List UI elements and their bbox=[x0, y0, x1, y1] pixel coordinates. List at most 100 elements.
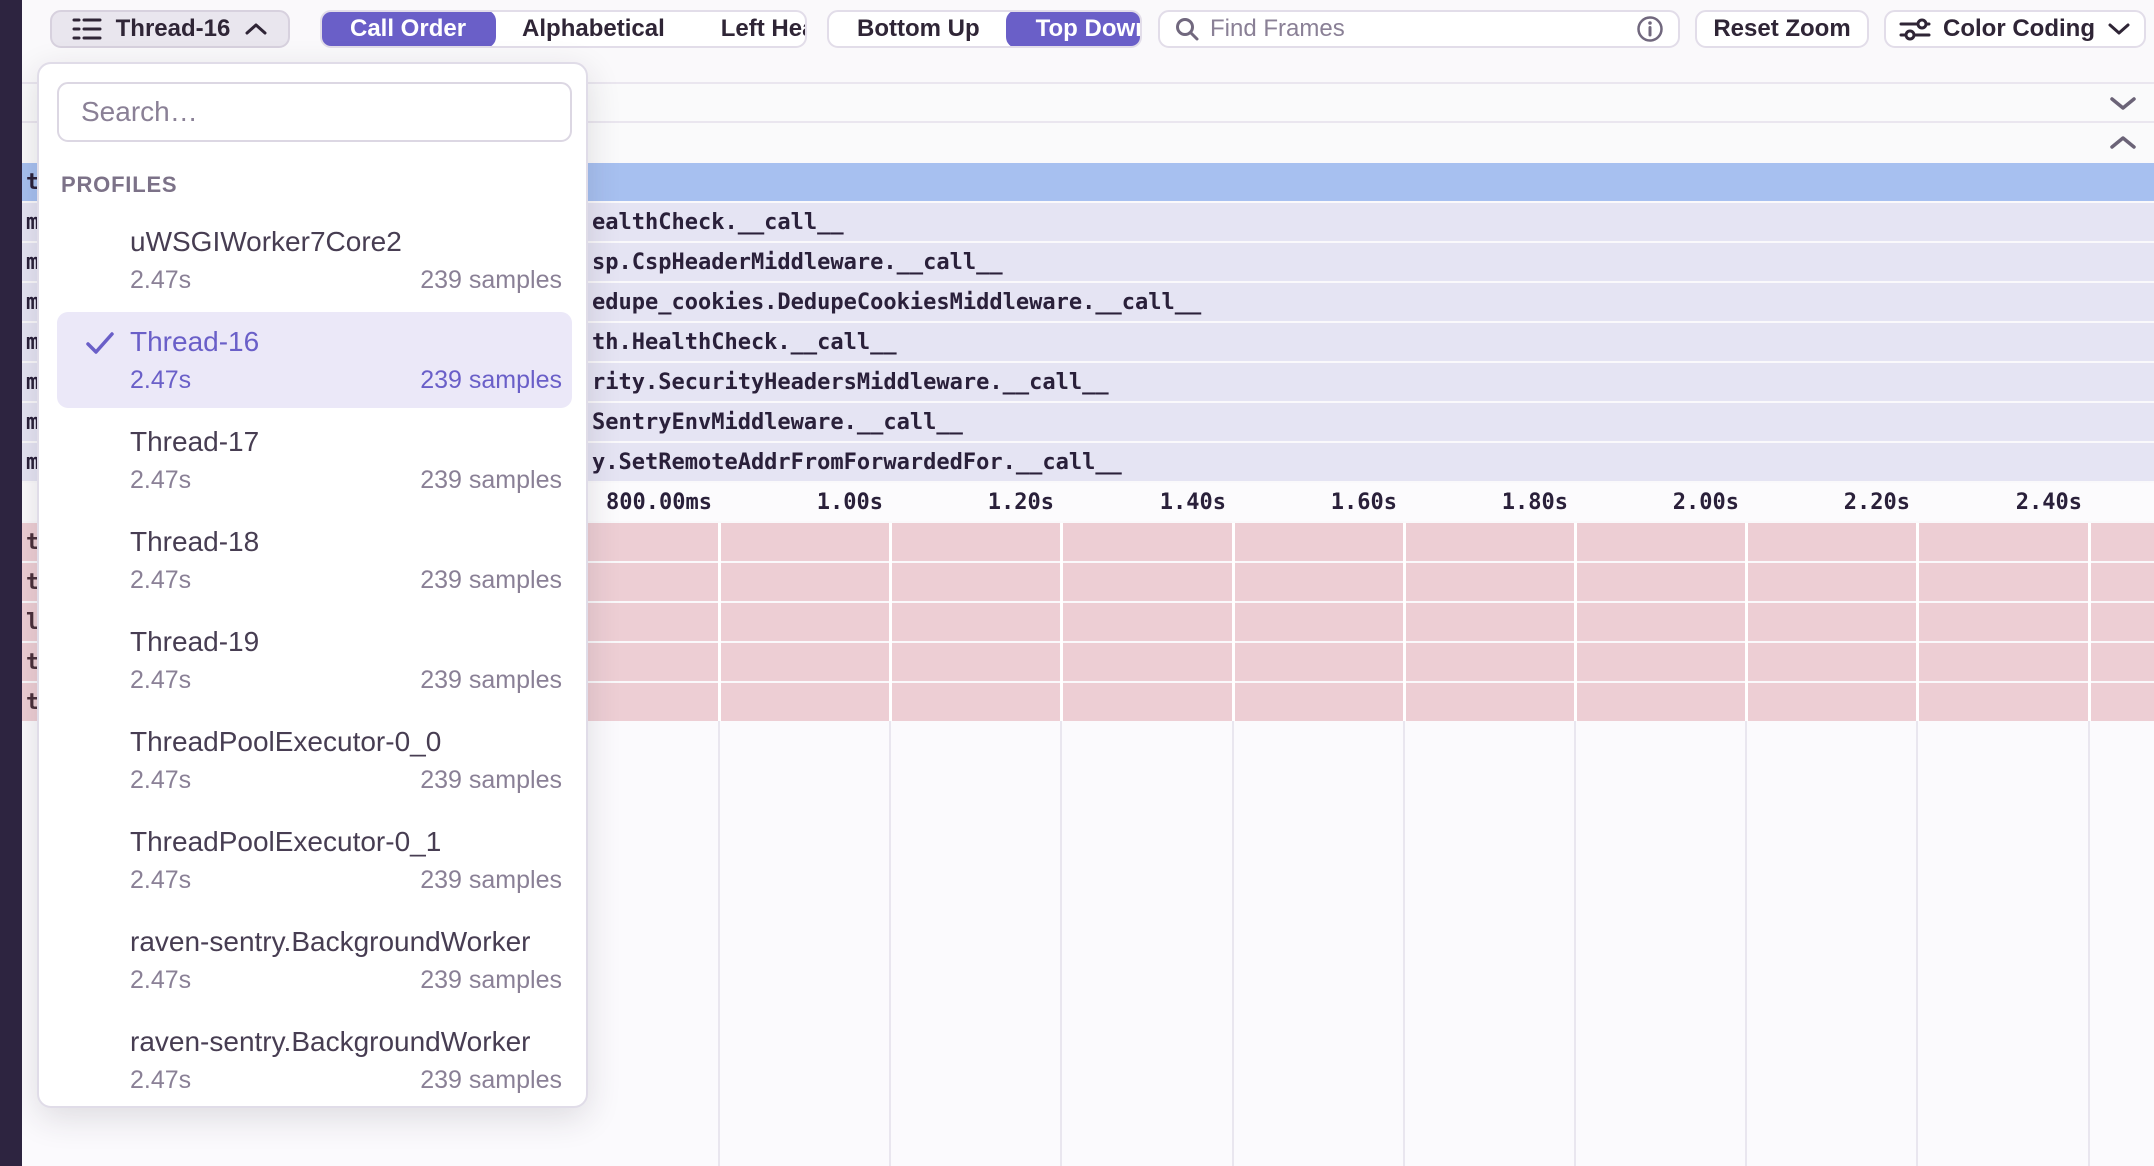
frame-text-fragment: t bbox=[26, 530, 40, 555]
frame-text-fragment: l bbox=[26, 610, 40, 635]
grid-line bbox=[1232, 523, 1235, 721]
profile-search-input[interactable] bbox=[57, 82, 572, 142]
grid-line bbox=[1232, 721, 1234, 1166]
profile-item-samples: 239 samples bbox=[420, 766, 562, 794]
profile-item-samples: 239 samples bbox=[420, 466, 562, 494]
frame-text-fragment: t bbox=[26, 650, 40, 675]
time-axis: 800.00ms 1.00s 1.20s 1.40s 1.60s 1.80s 2.00s 2.… bbox=[22, 483, 2154, 521]
grid-line bbox=[718, 523, 721, 721]
profile-item-samples: 239 samples bbox=[420, 966, 562, 994]
reset-zoom-button[interactable]: Reset Zoom bbox=[1695, 10, 1869, 48]
toolbar: Thread-16 Call Order Alphabetical Left H… bbox=[0, 0, 2154, 82]
direction-segmented-control: Bottom Up Top Down bbox=[827, 10, 1142, 48]
chevron-down-icon[interactable] bbox=[2108, 94, 2138, 112]
profile-item-name: raven-sentry.BackgroundWorker bbox=[130, 926, 531, 957]
grid-line bbox=[1916, 721, 1918, 1166]
profile-item-name: Thread-17 bbox=[130, 426, 260, 457]
profile-item[interactable]: Thread-17 2.47s 239 samples bbox=[57, 412, 572, 508]
top-down-button[interactable]: Top Down bbox=[1005, 12, 1140, 46]
profile-item-name: uWSGIWorker7Core2 bbox=[130, 226, 402, 257]
thread-selector-button[interactable]: Thread-16 bbox=[50, 10, 290, 48]
time-axis-tick: 1.20s bbox=[987, 490, 1054, 515]
profile-item-duration: 2.47s bbox=[130, 566, 192, 594]
grid-line bbox=[1574, 523, 1577, 721]
profile-item[interactable]: ThreadPoolExecutor-0_0 2.47s 239 samples bbox=[57, 712, 572, 808]
frame-text-fragment: t bbox=[26, 690, 40, 715]
color-coding-button[interactable]: Color Coding bbox=[1884, 10, 2146, 48]
search-icon bbox=[1176, 18, 1199, 41]
grid-line bbox=[1916, 523, 1919, 721]
app-sidebar-rail bbox=[0, 0, 22, 1166]
grid-line bbox=[718, 721, 720, 1166]
find-frames-input[interactable] bbox=[1210, 15, 1626, 43]
bottom-up-button[interactable]: Bottom Up bbox=[829, 12, 1008, 46]
time-axis-tick: 1.00s bbox=[816, 490, 883, 515]
profile-item-samples: 239 samples bbox=[420, 666, 562, 694]
profile-item-name: raven-sentry.BackgroundWorker bbox=[130, 1026, 531, 1057]
grid-line bbox=[1745, 523, 1748, 721]
list-icon bbox=[72, 18, 102, 40]
profile-item-name: Thread-18 bbox=[130, 526, 260, 557]
profile-item-samples: 239 samples bbox=[420, 566, 562, 594]
grid-line bbox=[1574, 721, 1576, 1166]
sort-call-order-button[interactable]: Call Order bbox=[322, 12, 497, 46]
profile-item-samples: 239 samples bbox=[420, 366, 562, 394]
checkmark-icon bbox=[86, 332, 114, 354]
profile-item-duration: 2.47s bbox=[130, 1066, 192, 1094]
frame-text: SentryEnvMiddleware.__call__ bbox=[592, 410, 963, 435]
frame-text-fragment: m bbox=[26, 290, 40, 315]
frame-text-fragment: m bbox=[26, 370, 40, 395]
frame-text-fragment: m bbox=[26, 410, 40, 435]
sort-left-heavy-button[interactable]: Left Heavy bbox=[693, 12, 805, 46]
profile-item-duration: 2.47s bbox=[130, 666, 192, 694]
profile-item-name: Thread-16 bbox=[130, 326, 260, 357]
profile-item[interactable]: raven-sentry.BackgroundWorker 2.47s 239 sa… bbox=[57, 1012, 572, 1106]
profile-item-name: ThreadPoolExecutor-0_1 bbox=[130, 826, 442, 857]
profile-item-duration: 2.47s bbox=[130, 366, 192, 394]
profile-item[interactable]: Thread-16 2.47s 239 samples bbox=[57, 312, 572, 408]
frame-text-fragment: t bbox=[26, 170, 40, 195]
frame-text: th.HealthCheck.__call__ bbox=[592, 330, 897, 355]
profile-item[interactable]: Thread-19 2.47s 239 samples bbox=[57, 612, 572, 708]
find-frames-searchbox bbox=[1158, 10, 1680, 48]
thread-selector-label: Thread-16 bbox=[115, 15, 231, 42]
profile-item-duration: 2.47s bbox=[130, 866, 192, 894]
grid-line bbox=[1060, 721, 1062, 1166]
color-coding-label: Color Coding bbox=[1943, 15, 2095, 42]
chevron-down-icon bbox=[2108, 23, 2130, 35]
profile-item[interactable]: ThreadPoolExecutor-0_1 2.47s 239 samples bbox=[57, 812, 572, 908]
grid-line bbox=[1745, 721, 1747, 1166]
profile-item-samples: 239 samples bbox=[420, 866, 562, 894]
grid-line bbox=[1060, 523, 1063, 721]
profile-item[interactable]: raven-sentry.BackgroundWorker 2.47s 239 sa… bbox=[57, 912, 572, 1008]
grid-line bbox=[1403, 523, 1406, 721]
grid-line bbox=[889, 721, 891, 1166]
frame-text: y.SetRemoteAddrFromForwardedFor.__call__ bbox=[592, 450, 1122, 475]
profiles-section-label: PROFILES bbox=[61, 172, 178, 197]
profile-item-duration: 2.47s bbox=[130, 766, 192, 794]
frame-text: ealthCheck.__call__ bbox=[592, 210, 844, 235]
profile-item-name: Thread-19 bbox=[130, 626, 260, 657]
sort-alphabetical-button[interactable]: Alphabetical bbox=[494, 12, 693, 46]
sliders-icon bbox=[1899, 18, 1931, 41]
frame-text-fragment: m bbox=[26, 330, 40, 355]
frame-text: rity.SecurityHeadersMiddleware.__call__ bbox=[592, 370, 1109, 395]
time-axis-tick: 1.60s bbox=[1330, 490, 1397, 515]
time-axis-tick: 1.40s bbox=[1159, 490, 1226, 515]
info-icon[interactable] bbox=[1636, 15, 1664, 43]
time-axis-tick: 800.00ms bbox=[606, 490, 712, 515]
profile-item-duration: 2.47s bbox=[130, 966, 192, 994]
frame-text-fragment: m bbox=[26, 450, 40, 475]
grid-line bbox=[2088, 523, 2091, 721]
profile-item[interactable]: Thread-18 2.47s 239 samples bbox=[57, 512, 572, 608]
time-axis-tick: 1.80s bbox=[1501, 490, 1568, 515]
frame-text-fragment: t bbox=[26, 570, 40, 595]
profile-item[interactable]: uWSGIWorker7Core2 2.47s 239 samples bbox=[57, 212, 572, 308]
profile-item-name: ThreadPoolExecutor-0_0 bbox=[130, 726, 442, 757]
profile-item-samples: 239 samples bbox=[420, 1066, 562, 1094]
chevron-up-icon[interactable] bbox=[2108, 133, 2138, 151]
grid-line bbox=[1403, 721, 1405, 1166]
grid-line bbox=[889, 523, 892, 721]
time-axis-tick: 2.20s bbox=[1843, 490, 1910, 515]
chevron-up-icon bbox=[245, 23, 267, 35]
